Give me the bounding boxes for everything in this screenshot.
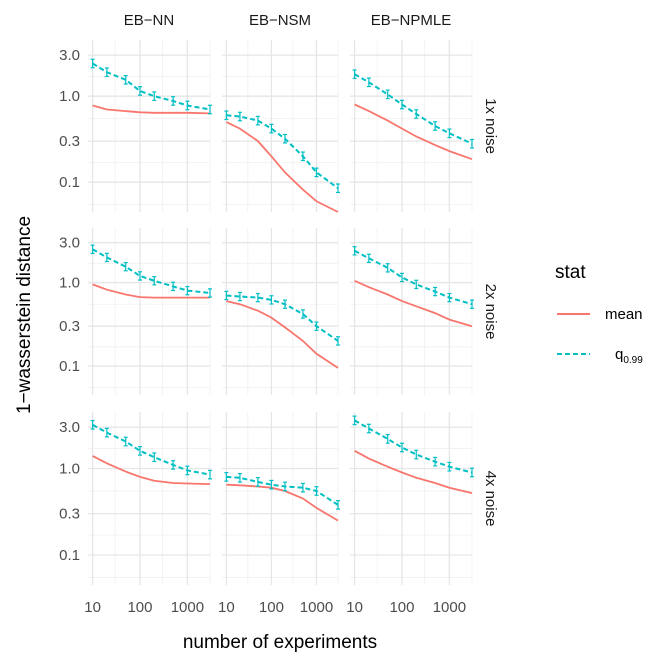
- facet-row-label: 4x noise: [482, 471, 499, 527]
- panel-background: [222, 40, 338, 212]
- series-line-q099: [226, 475, 339, 506]
- x-tick-label: 1000: [433, 599, 466, 616]
- x-axis-title: number of experiments: [183, 632, 377, 653]
- facet-row-label: 1x noise: [482, 98, 499, 154]
- panel-background: [88, 40, 210, 212]
- series-line-mean: [226, 300, 339, 369]
- series-line-q099: [354, 249, 473, 306]
- y-tick-label: 0.1: [59, 174, 80, 191]
- y-axis-title: 1−wasserstein distance: [14, 216, 35, 414]
- legend-title: stat: [555, 262, 586, 283]
- x-tick-label: 10: [84, 599, 101, 616]
- y-tick-label: 3.0: [59, 47, 80, 64]
- series-line-mean: [354, 279, 473, 328]
- y-tick-label: 1.0: [59, 461, 80, 478]
- series-line-mean: [226, 483, 339, 522]
- y-tick-label: 3.0: [59, 235, 80, 252]
- y-tick-label: 0.3: [59, 318, 80, 335]
- y-tick-label: 0.1: [59, 358, 80, 375]
- series-line-mean: [92, 104, 211, 115]
- series-line-mean: [354, 103, 473, 161]
- x-tick-label: 1000: [171, 599, 204, 616]
- series-line-mean: [354, 450, 473, 494]
- series-line-mean: [92, 283, 210, 299]
- series-line-q099: [354, 73, 473, 145]
- x-tick-label: 100: [389, 599, 414, 616]
- series-line-q099: [354, 419, 473, 474]
- x-tick-label: 10: [346, 599, 363, 616]
- x-tick-label: 100: [259, 599, 284, 616]
- y-tick-label: 1.0: [59, 275, 80, 292]
- facet-column-label: EB−NN: [124, 12, 174, 29]
- facet-row-label: 2x noise: [482, 284, 499, 340]
- series-line-mean: [92, 455, 211, 485]
- facet-column-label: EB−NSM: [249, 12, 311, 29]
- y-tick-label: 3.0: [59, 419, 80, 436]
- panel-background: [350, 228, 472, 395]
- y-tick-label: 1.0: [59, 88, 80, 105]
- series-line-q099: [92, 248, 211, 294]
- panel-background: [88, 228, 210, 395]
- x-tick-label: 100: [127, 599, 152, 616]
- panel-background: [222, 412, 338, 585]
- panel-background: [350, 412, 472, 585]
- legend-label-q099: q0.99: [615, 346, 643, 366]
- panel-background: [350, 40, 472, 212]
- y-tick-label: 0.3: [59, 133, 80, 150]
- series-line-mean: [226, 121, 339, 213]
- legend-label-mean: mean: [605, 306, 643, 323]
- facet-column-label: EB−NPMLE: [371, 12, 451, 29]
- y-tick-label: 0.1: [59, 547, 80, 564]
- y-tick-label: 0.3: [59, 506, 80, 523]
- series-line-q099: [92, 423, 211, 476]
- panel-background: [88, 412, 210, 585]
- x-tick-label: 10: [218, 599, 235, 616]
- panel-background: [222, 228, 338, 395]
- x-tick-label: 1000: [300, 599, 333, 616]
- series-line-q099: [226, 294, 339, 342]
- series-line-q099: [226, 114, 339, 190]
- series-line-q099: [92, 62, 211, 111]
